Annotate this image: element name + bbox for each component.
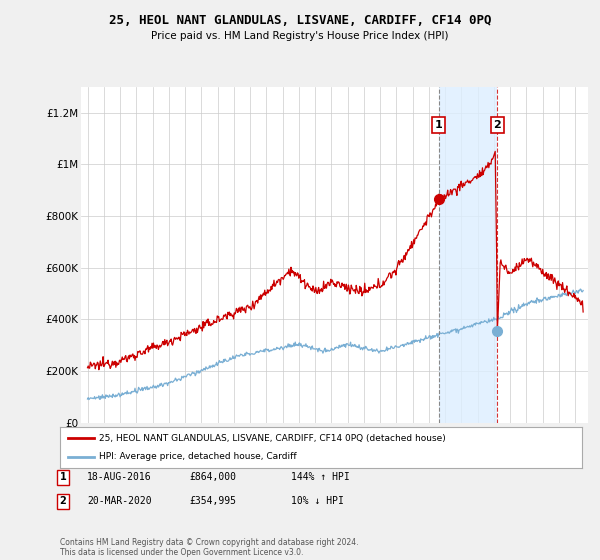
Text: 25, HEOL NANT GLANDULAS, LISVANE, CARDIFF, CF14 0PQ (detached house): 25, HEOL NANT GLANDULAS, LISVANE, CARDIF… [99, 433, 446, 442]
Text: 2: 2 [59, 496, 67, 506]
Text: Price paid vs. HM Land Registry's House Price Index (HPI): Price paid vs. HM Land Registry's House … [151, 31, 449, 41]
Text: 18-AUG-2016: 18-AUG-2016 [87, 472, 152, 482]
Text: £354,995: £354,995 [189, 496, 236, 506]
Text: £864,000: £864,000 [189, 472, 236, 482]
Text: 2: 2 [493, 120, 501, 130]
Text: 25, HEOL NANT GLANDULAS, LISVANE, CARDIFF, CF14 0PQ: 25, HEOL NANT GLANDULAS, LISVANE, CARDIF… [109, 14, 491, 27]
Text: 144% ↑ HPI: 144% ↑ HPI [291, 472, 350, 482]
Text: 20-MAR-2020: 20-MAR-2020 [87, 496, 152, 506]
Text: HPI: Average price, detached house, Cardiff: HPI: Average price, detached house, Card… [99, 452, 297, 461]
Text: 1: 1 [435, 120, 443, 130]
Text: 10% ↓ HPI: 10% ↓ HPI [291, 496, 344, 506]
Text: 1: 1 [59, 472, 67, 482]
Bar [439, 87, 497, 423]
Text: Contains HM Land Registry data © Crown copyright and database right 2024.
This d: Contains HM Land Registry data © Crown c… [60, 538, 359, 557]
